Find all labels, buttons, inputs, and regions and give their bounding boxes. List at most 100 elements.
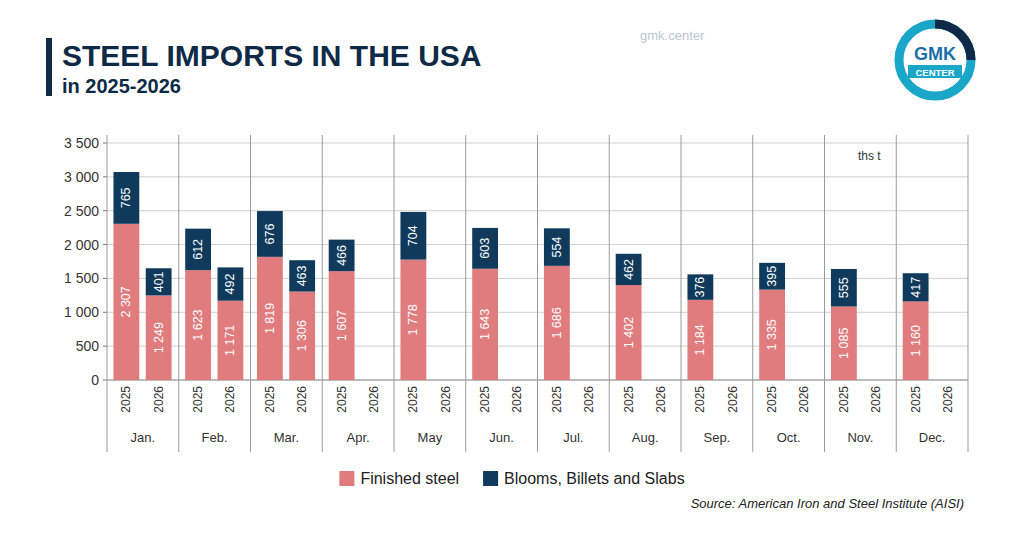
legend-swatch xyxy=(339,471,354,486)
data-label: 417 xyxy=(909,277,923,298)
bar-segment xyxy=(472,269,498,380)
bar-segment xyxy=(289,292,315,380)
data-label: 462 xyxy=(622,259,636,280)
data-label: 1 160 xyxy=(909,325,923,356)
bar-segment xyxy=(185,270,211,380)
bar-segment xyxy=(687,300,713,380)
data-label: 401 xyxy=(152,271,166,292)
x-tick-label: 2026 xyxy=(797,386,811,413)
group-label: May xyxy=(418,430,443,445)
data-label: 395 xyxy=(765,266,779,287)
bar-segment xyxy=(544,228,570,266)
tick-mark xyxy=(103,176,107,177)
bar-segment xyxy=(113,224,139,380)
bar-segment xyxy=(257,257,283,380)
bar-segment xyxy=(616,254,642,285)
bar-segment xyxy=(185,229,211,270)
x-tick-label: 2026 xyxy=(726,386,740,413)
logo: GMKCENTER xyxy=(899,24,971,96)
x-tick-label: 2025 xyxy=(406,386,420,413)
y-tick-label: 2 000 xyxy=(64,237,99,253)
bar-segment xyxy=(759,290,785,380)
data-label: 603 xyxy=(478,238,492,259)
x-tick-label: 2025 xyxy=(191,386,205,413)
bar-segment xyxy=(113,172,139,224)
group-separator xyxy=(394,135,395,452)
x-tick-label: 2026 xyxy=(869,386,883,413)
bar-segment xyxy=(289,260,315,291)
bar-segment xyxy=(544,266,570,380)
data-label: 2 307 xyxy=(119,286,133,317)
bar-segment xyxy=(217,301,243,380)
group-separator xyxy=(465,135,466,452)
bar-segment xyxy=(329,271,355,380)
x-tick-label: 2025 xyxy=(622,386,636,413)
legend: Finished steel Blooms, Billets and Slabs xyxy=(339,470,684,487)
tick-mark xyxy=(103,380,107,381)
x-tick-label: 2025 xyxy=(765,386,779,413)
data-label: 1 623 xyxy=(191,309,205,340)
data-label: 1 306 xyxy=(295,320,309,351)
data-label: 554 xyxy=(550,237,564,258)
y-tick-label: 2 500 xyxy=(64,203,99,219)
bar-segment xyxy=(217,267,243,300)
data-label: 1 335 xyxy=(765,319,779,350)
legend-label: Finished steel xyxy=(360,470,459,487)
x-tick-label: 2025 xyxy=(335,386,349,413)
group-label: Apr. xyxy=(347,430,370,445)
x-tick-label: 2025 xyxy=(119,386,133,413)
x-tick-label: 2026 xyxy=(510,386,524,413)
group-label: Sep. xyxy=(704,430,731,445)
tick-mark xyxy=(103,244,107,245)
group-label: Nov. xyxy=(847,430,873,445)
data-label: 612 xyxy=(191,239,205,260)
x-tick-label: 2026 xyxy=(295,386,309,413)
title: STEEL IMPORTS IN THE USA xyxy=(62,39,482,72)
tick-mark xyxy=(103,210,107,211)
bars xyxy=(113,172,928,380)
bar-segment xyxy=(400,212,426,260)
bar-segment xyxy=(903,301,929,380)
data-label: 704 xyxy=(406,225,420,246)
bar-segment xyxy=(687,274,713,299)
x-tick-label: 2026 xyxy=(152,386,166,413)
bar-segment xyxy=(400,260,426,380)
data-label: 1 402 xyxy=(622,317,636,348)
bar-segment xyxy=(831,269,857,307)
data-label: 1 184 xyxy=(693,324,707,355)
tick-mark xyxy=(103,346,107,347)
bar-segment xyxy=(257,211,283,257)
group-label: Oct. xyxy=(777,430,801,445)
y-tick-label: 3 000 xyxy=(64,169,99,185)
chart: STEEL IMPORTS IN THE USAin 2025-2026gmk.… xyxy=(0,0,1024,538)
tick-mark xyxy=(103,143,107,144)
x-tick-label: 2025 xyxy=(550,386,564,413)
x-tick-label: 2026 xyxy=(654,386,668,413)
legend-label: Blooms, Billets and Slabs xyxy=(504,470,685,487)
title-accent xyxy=(46,38,52,96)
data-label: 1 085 xyxy=(837,328,851,359)
group-label: Dec. xyxy=(919,430,946,445)
data-label: 676 xyxy=(263,223,277,244)
group-label: Mar. xyxy=(274,430,299,445)
bar-segment xyxy=(903,273,929,301)
data-labels: 2 3077651 2494011 6236121 1714921 819676… xyxy=(119,187,922,358)
group-separator xyxy=(107,135,108,452)
x-tick-label: 2026 xyxy=(223,386,237,413)
grid xyxy=(103,143,968,380)
logo-text: CENTER xyxy=(915,67,954,78)
x-tick-label: 2025 xyxy=(478,386,492,413)
subtitle: in 2025-2026 xyxy=(62,75,181,97)
source: Source: American Iron and Steel Institut… xyxy=(691,496,964,511)
bar-segment xyxy=(616,285,642,380)
y-tick-label: 3 500 xyxy=(64,135,99,151)
group-label: Aug. xyxy=(632,430,659,445)
group-label: Jul. xyxy=(563,430,583,445)
group-separator xyxy=(896,135,897,452)
group-separator xyxy=(824,135,825,452)
y-tick-label: 1 000 xyxy=(64,304,99,320)
data-label: 1 249 xyxy=(152,322,166,353)
data-label: 376 xyxy=(693,277,707,298)
legend-swatch xyxy=(483,471,498,486)
y-tick-label: 0 xyxy=(91,372,99,388)
